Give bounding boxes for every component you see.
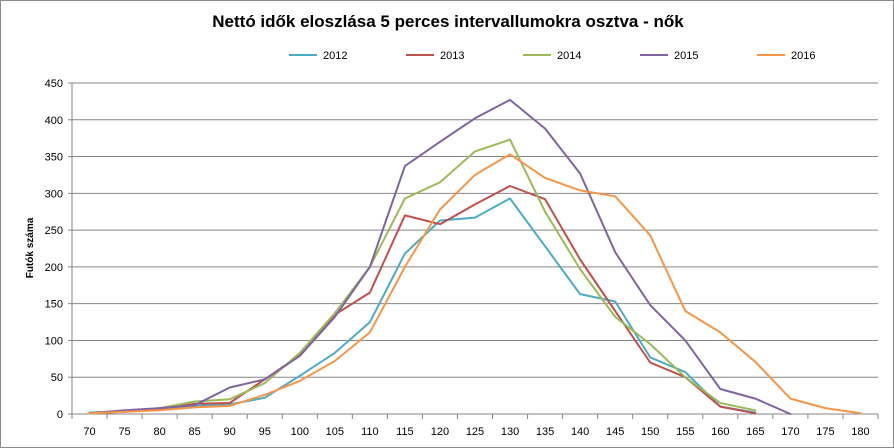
y-tick-label: 450 [45, 78, 63, 90]
series-line-2016 [88, 153, 862, 415]
x-tick-label: 155 [676, 426, 694, 438]
gridlines [72, 82, 878, 378]
series-group [88, 98, 862, 415]
y-tick-label: 200 [45, 262, 63, 274]
x-tick-label: 70 [83, 426, 95, 438]
x-tick-label: 165 [746, 426, 764, 438]
x-tick-label: 100 [291, 426, 309, 438]
y-tick-label: 150 [45, 299, 63, 311]
series-line-2013 [88, 185, 757, 415]
x-tick-label: 115 [396, 426, 414, 438]
x-axis-ticks: 70 75 80 85 90 95 100 105 110 115 120 125 130 135 140 1… [71, 414, 879, 438]
y-axis-ticks: 0 50 100 150 200 250 300 350 400 450 [45, 78, 72, 421]
chart-title: Nettó idők eloszlása 5 perces intervallu… [212, 12, 684, 31]
x-tick-label: 75 [118, 426, 130, 438]
x-tick-label: 135 [536, 426, 554, 438]
x-tick-label: 140 [571, 426, 589, 438]
x-tick-label: 150 [641, 426, 659, 438]
legend-label: 2014 [557, 50, 581, 62]
x-tick-label: 95 [259, 426, 271, 438]
x-tick-label: 175 [816, 426, 834, 438]
x-tick-label: 160 [711, 426, 729, 438]
x-tick-label: 145 [606, 426, 624, 438]
legend-label: 2015 [674, 50, 698, 62]
x-tick-label: 125 [466, 426, 484, 438]
x-tick-label: 170 [781, 426, 799, 438]
x-tick-label: 110 [361, 426, 379, 438]
x-tick-label: 85 [189, 426, 201, 438]
x-tick-label: 80 [153, 426, 165, 438]
legend-label: 2016 [791, 50, 815, 62]
y-tick-label: 50 [51, 372, 63, 384]
y-tick-label: 350 [45, 152, 63, 164]
x-tick-label: 90 [224, 426, 236, 438]
y-tick-label: 300 [45, 188, 63, 200]
y-tick-label: 250 [45, 225, 63, 237]
series-line-2014 [88, 138, 757, 415]
x-tick-label: 130 [501, 426, 519, 438]
legend: 2012 2013 2014 2015 2016 [289, 50, 815, 62]
y-tick-label: 400 [45, 115, 63, 127]
x-tick-label: 180 [851, 426, 869, 438]
y-axis-label: Futók száma [25, 217, 36, 278]
series-line-2015 [88, 98, 792, 415]
x-tick-label: 105 [326, 426, 344, 438]
y-tick-label: 0 [57, 409, 63, 421]
y-tick-label: 100 [45, 335, 63, 347]
x-tick-label: 120 [431, 426, 449, 438]
legend-label: 2012 [323, 50, 347, 62]
legend-label: 2013 [440, 50, 464, 62]
